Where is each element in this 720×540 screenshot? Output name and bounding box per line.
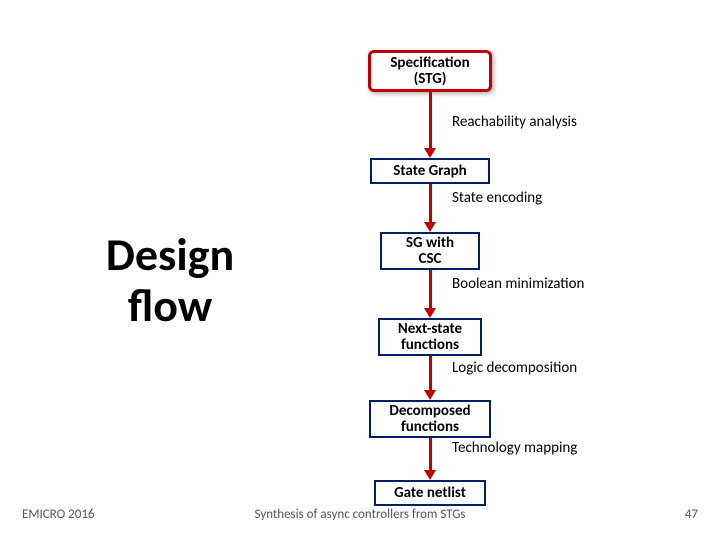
- flow-step-label-0: Reachability analysis: [452, 113, 577, 131]
- flow-arrow-2: [429, 270, 432, 310]
- flow-arrow-4: [429, 438, 432, 472]
- flow-step-label-3: Logic decomposition: [452, 359, 577, 377]
- footer-right: 47: [685, 507, 698, 522]
- flow-node-spec: Specification(STG): [368, 50, 492, 92]
- flow-step-label-4: Technology mapping: [452, 439, 577, 457]
- footer-center: Synthesis of async controllers from STGs: [0, 507, 720, 522]
- flow-node-sg: State Graph: [370, 158, 490, 184]
- flow-arrow-0: [429, 92, 432, 150]
- flow-arrow-1: [429, 184, 432, 224]
- flow-arrowhead-2: [424, 308, 436, 318]
- flow-node-sgcsc: SG withCSC: [380, 232, 480, 270]
- flow-step-label-2: Boolean minimization: [452, 275, 584, 293]
- flow-arrowhead-3: [424, 390, 436, 400]
- flow-arrow-3: [429, 356, 432, 392]
- flow-arrowhead-0: [424, 148, 436, 158]
- flow-node-decomp: Decomposedfunctions: [369, 400, 491, 438]
- slide-title: Design flow: [60, 230, 280, 331]
- flow-node-next: Next-statefunctions: [378, 318, 482, 356]
- flow-arrowhead-1: [424, 222, 436, 232]
- flow-arrowhead-4: [424, 470, 436, 480]
- flow-step-label-1: State encoding: [452, 189, 542, 207]
- flow-node-gate: Gate netlist: [374, 480, 486, 506]
